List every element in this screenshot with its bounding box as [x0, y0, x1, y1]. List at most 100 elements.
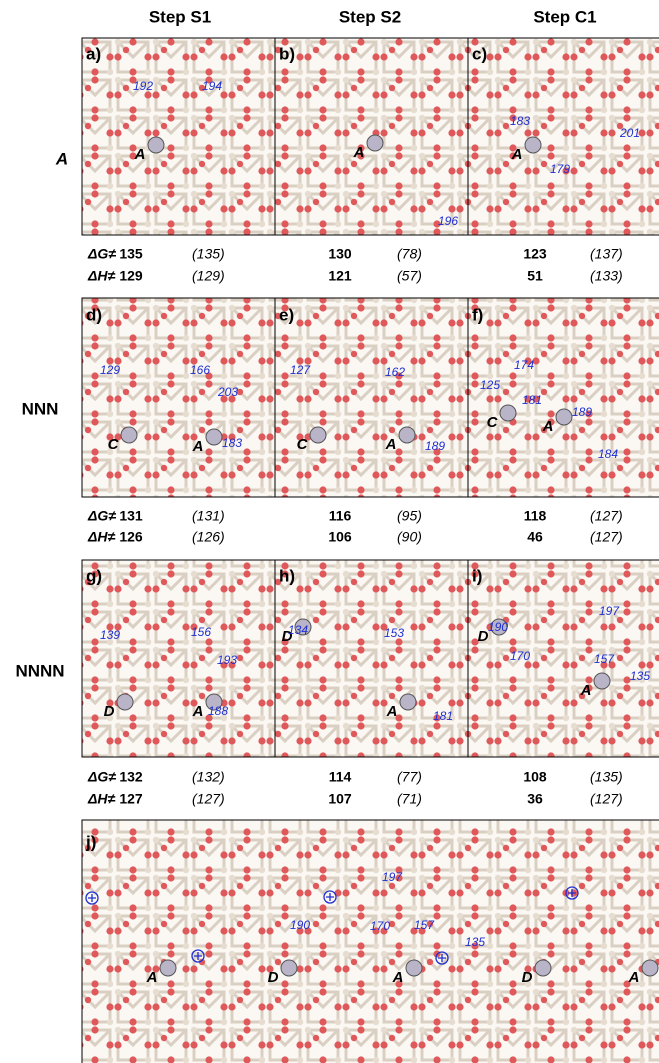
energy-label: ΔG≠	[87, 508, 116, 524]
metal-atom	[160, 960, 176, 976]
panel-letter: g)	[86, 566, 102, 585]
panel-letter: c)	[472, 44, 487, 63]
distance-label: 192	[133, 79, 153, 93]
panel-image	[468, 298, 659, 497]
energy-value: 114	[329, 769, 352, 785]
energy-alt: (57)	[397, 268, 422, 284]
metal-atom	[500, 405, 516, 421]
metal-atom	[367, 135, 383, 151]
distance-label: 188	[208, 704, 228, 718]
column-header: Step C1	[533, 7, 596, 26]
energy-alt: (127)	[590, 791, 623, 807]
panel-letter: d)	[86, 305, 102, 324]
panel-image	[82, 38, 275, 235]
atom-label: D	[522, 969, 533, 986]
distance-label: 189	[572, 405, 592, 419]
atom-label: A	[580, 682, 592, 699]
distance-label: 135	[465, 935, 485, 949]
energy-alt: (127)	[590, 508, 623, 524]
energy-alt: (71)	[397, 791, 422, 807]
energy-alt: (126)	[192, 529, 225, 545]
distance-label: 193	[217, 653, 237, 667]
distance-label: 181	[522, 393, 542, 407]
distance-label: 190	[290, 918, 310, 932]
row-label: NNNN	[15, 661, 64, 680]
panel-letter: e)	[279, 305, 294, 324]
atom-label: A	[192, 438, 204, 455]
energy-alt: (129)	[192, 268, 225, 284]
metal-atom	[117, 694, 133, 710]
column-header: Step S1	[149, 7, 211, 26]
atom-label: A	[511, 146, 523, 163]
energy-value: 116	[329, 508, 352, 524]
atom-label: C	[297, 436, 309, 453]
distance-label: 134	[288, 623, 308, 637]
panel-image	[468, 560, 659, 757]
distance-label: 162	[385, 365, 405, 379]
panel-letter: h)	[279, 566, 295, 585]
metal-atom	[556, 409, 572, 425]
panel-image	[82, 560, 275, 757]
metal-atom	[310, 427, 326, 443]
distance-label: 157	[414, 918, 435, 932]
energy-alt: (77)	[397, 769, 422, 785]
distance-label: 203	[217, 385, 238, 399]
distance-label: 183	[222, 436, 242, 450]
metal-atom	[399, 427, 415, 443]
atom-label: C	[108, 436, 120, 453]
distance-label: 125	[480, 378, 500, 392]
metal-atom	[535, 960, 551, 976]
panel-image	[275, 298, 468, 497]
distance-label: 127	[290, 363, 311, 377]
panel-image	[82, 298, 275, 497]
metal-atom	[206, 429, 222, 445]
metal-atom	[642, 960, 658, 976]
energy-value: 135	[119, 246, 143, 262]
atom-label: D	[104, 703, 115, 720]
atom-label: A	[146, 969, 158, 986]
metal-atom	[400, 694, 416, 710]
energy-value: 123	[523, 246, 547, 262]
atom-label: A	[628, 969, 640, 986]
panel-image	[82, 820, 659, 1063]
energy-alt: (127)	[590, 529, 623, 545]
energy-value: 127	[119, 791, 143, 807]
atom-label: A	[353, 144, 365, 161]
energy-value: 126	[119, 529, 143, 545]
panel-letter: b)	[279, 44, 295, 63]
energy-value: 107	[328, 791, 352, 807]
distance-label: 174	[514, 358, 534, 372]
distance-label: 184	[598, 447, 618, 461]
distance-label: 135	[630, 669, 650, 683]
energy-value: 36	[527, 791, 543, 807]
distance-label: 170	[510, 649, 530, 663]
metal-atom	[406, 960, 422, 976]
metal-atom	[281, 960, 297, 976]
distance-label: 157	[594, 652, 615, 666]
energy-value: 106	[328, 529, 352, 545]
panel-letter: a)	[86, 44, 101, 63]
distance-label: 197	[382, 870, 403, 884]
panel-letter: j)	[85, 832, 96, 851]
distance-label: 179	[550, 162, 570, 176]
atom-label: A	[386, 703, 398, 720]
figure: Step S1Step S2Step C1ANNNNNNNa)A192194b)…	[0, 0, 659, 1063]
energy-label: ΔG≠	[87, 769, 116, 785]
distance-label: 156	[191, 625, 211, 639]
panel-letter: i)	[472, 566, 482, 585]
distance-label: 189	[425, 439, 445, 453]
column-header: Step S2	[339, 7, 401, 26]
energy-label: ΔH≠	[87, 529, 116, 545]
distance-label: 194	[202, 79, 222, 93]
atom-label: D	[268, 969, 279, 986]
energy-alt: (135)	[590, 769, 623, 785]
energy-value: 108	[523, 769, 547, 785]
energy-alt: (78)	[397, 246, 422, 262]
distance-label: 201	[619, 126, 640, 140]
atom-label: A	[542, 418, 554, 435]
energy-alt: (133)	[590, 268, 623, 284]
distance-label: 129	[100, 363, 120, 377]
energy-value: 51	[527, 268, 543, 284]
energy-value: 121	[328, 268, 352, 284]
energy-value: 130	[328, 246, 352, 262]
